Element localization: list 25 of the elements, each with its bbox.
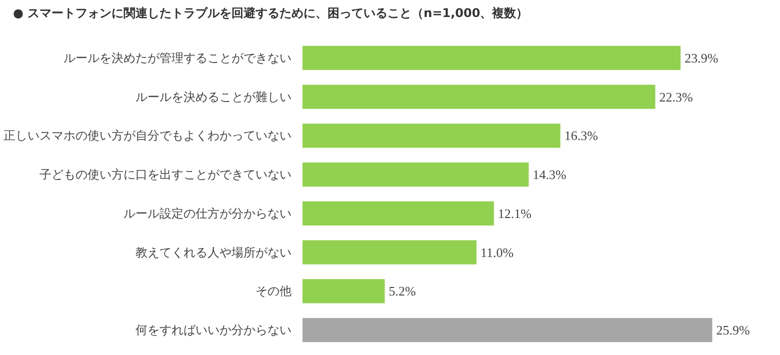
data-label: 25.9% bbox=[716, 322, 750, 338]
y-tick-label: 教えてくれる人や場所がない bbox=[136, 245, 292, 260]
y-tick-label: ルール設定の仕方が分からない bbox=[124, 206, 292, 220]
data-label: 5.2% bbox=[388, 284, 416, 299]
y-tick-label: ルールを決めたが管理することができない bbox=[64, 50, 292, 65]
data-label: 14.3% bbox=[532, 167, 566, 182]
bar bbox=[302, 124, 560, 148]
bar bbox=[302, 318, 712, 342]
y-tick-label: 何をすればいいか分からない bbox=[136, 323, 292, 338]
bar bbox=[302, 240, 477, 264]
data-label: 16.3% bbox=[564, 128, 598, 144]
bar bbox=[302, 162, 529, 187]
data-label: 23.9% bbox=[684, 50, 718, 66]
bar bbox=[302, 46, 681, 70]
chart-title: ● スマートフォンに関連したトラブルを回避するために、困っていること（n=1,000、複数） bbox=[13, 5, 528, 22]
y-tick-label: その他 bbox=[256, 284, 292, 298]
y-tick-label: ルールを決めることが難しい bbox=[136, 90, 292, 104]
data-label: 12.1% bbox=[498, 206, 532, 221]
bar bbox=[302, 279, 385, 304]
y-tick-label: 子どもの使い方に口を出すことができていない bbox=[40, 168, 292, 182]
y-tick-label: 正しいスマホの使い方が自分でもよくわかっていない bbox=[4, 128, 292, 143]
data-label: 11.0% bbox=[480, 244, 514, 260]
bar bbox=[302, 84, 656, 109]
bar bbox=[302, 201, 494, 226]
data-label: 22.3% bbox=[659, 89, 694, 104]
